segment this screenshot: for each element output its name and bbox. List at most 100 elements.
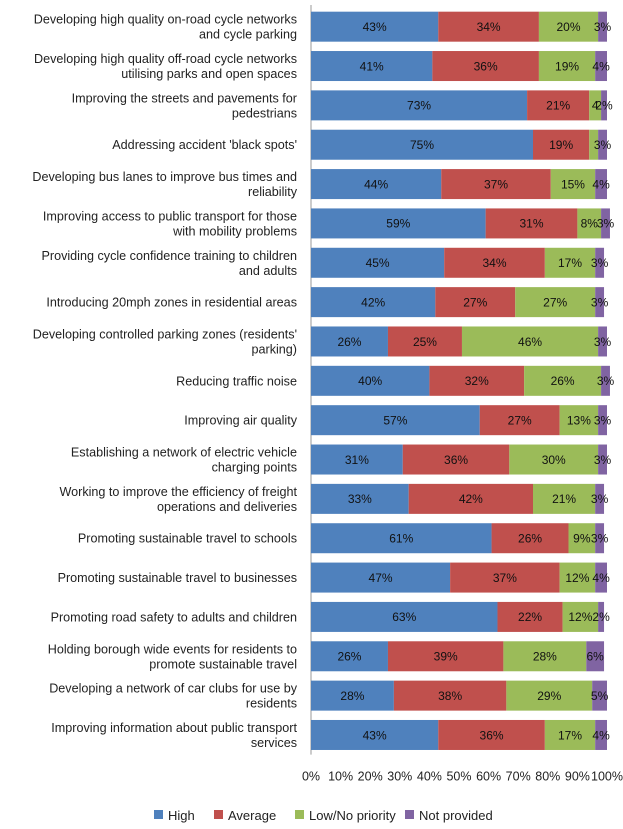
data-label: 59% [386, 217, 410, 231]
bar-segment [544, 247, 596, 278]
x-tick-label: 40% [417, 770, 442, 784]
data-label: 3% [594, 335, 612, 349]
bar-segment [485, 208, 578, 239]
data-label: 44% [364, 177, 388, 191]
data-label: 4% [592, 728, 610, 742]
data-label: 22% [518, 610, 542, 624]
bar-segment [311, 601, 498, 632]
data-label: 9% [573, 532, 591, 546]
bar-segment [311, 90, 528, 121]
bar-segment [595, 287, 605, 318]
data-label: 4 [592, 99, 599, 113]
x-tick-label: 100% [591, 770, 623, 784]
data-label: 31% [520, 217, 544, 231]
bar-segment [559, 405, 599, 436]
category-label: Promoting road safety to adults and chil… [51, 610, 297, 624]
bar-segment [311, 483, 409, 514]
x-tick-label: 50% [446, 770, 471, 784]
bar-segment [311, 169, 442, 200]
bar-segment [311, 523, 492, 554]
category-label: Improving air quality [184, 414, 297, 428]
x-tick-label: 70% [506, 770, 531, 784]
data-label: 28% [340, 689, 364, 703]
bar-segment [538, 11, 599, 42]
bar-segment [479, 405, 560, 436]
data-label: 3% [594, 453, 612, 467]
bar-segment [408, 483, 533, 514]
bar-segment [589, 129, 599, 160]
bar-segment [586, 641, 605, 672]
legend-swatch [405, 810, 414, 819]
bar-segment [598, 129, 607, 160]
data-label: 12% [565, 571, 589, 585]
category-label: Holding borough wide events for resident… [48, 642, 297, 671]
data-label: 27% [543, 295, 567, 309]
bar-segment [544, 719, 596, 750]
data-label: 4% [592, 571, 610, 585]
category-label: Promoting sustainable travel to schools [78, 532, 297, 546]
x-tick-label: 20% [358, 770, 383, 784]
data-label: 61% [389, 532, 413, 546]
bar-segment [538, 51, 596, 82]
bar-segments [311, 11, 610, 750]
bar-segment [598, 405, 607, 436]
bar-segment [524, 365, 602, 396]
bar-segment [562, 601, 599, 632]
bar-segment [595, 483, 605, 514]
bar-segment [432, 51, 539, 82]
legend-swatch [154, 810, 163, 819]
data-label: 26% [337, 335, 361, 349]
legend-label: High [168, 808, 195, 823]
bar-segment [509, 444, 599, 475]
data-label: 29% [537, 689, 561, 703]
bar-segment [568, 523, 596, 554]
data-label: 3% [594, 413, 612, 427]
data-label: 19% [549, 138, 573, 152]
bar-segment [461, 326, 599, 357]
category-label: Introducing 20mph zones in residential a… [46, 296, 297, 310]
category-label: Addressing accident 'black spots' [112, 138, 297, 152]
data-label: 38% [438, 689, 462, 703]
data-label: 5% [591, 689, 609, 703]
bar-segment [402, 444, 510, 475]
data-label: 36% [444, 453, 468, 467]
bar-segment [595, 247, 605, 278]
data-label: 26% [551, 374, 575, 388]
data-label: 73% [407, 99, 431, 113]
x-tick-label: 90% [565, 770, 590, 784]
data-label: 3% [591, 295, 609, 309]
legend-swatch [295, 810, 304, 819]
bar-segment [311, 247, 445, 278]
bar-segment [311, 680, 394, 711]
data-label: 13% [567, 413, 591, 427]
data-label: 2% [595, 99, 613, 113]
data-label: 4% [592, 177, 610, 191]
bar-segment [444, 247, 545, 278]
bar-segment [438, 11, 539, 42]
data-label: 3% [591, 492, 609, 506]
data-label: 28% [533, 650, 557, 664]
bar-segment [589, 90, 602, 121]
data-label: 26% [337, 650, 361, 664]
data-label: 36% [480, 728, 504, 742]
bar-segment [435, 287, 516, 318]
bar-segment [311, 287, 436, 318]
data-label: 41% [360, 59, 384, 73]
data-label: 8% [581, 217, 599, 231]
x-tick-label: 10% [328, 770, 353, 784]
category-label: Developing high quality off-road cycle n… [34, 52, 297, 81]
category-label: Working to improve the efficiency of fre… [59, 485, 297, 514]
category-label: Establishing a network of electric vehic… [71, 446, 297, 475]
data-label: 4% [592, 59, 610, 73]
data-label: 19% [555, 59, 579, 73]
category-label: Improving access to public transport for… [43, 209, 297, 238]
bar-segment [506, 680, 593, 711]
bar-segment [311, 641, 388, 672]
data-label: 63% [392, 610, 416, 624]
bar-segment [311, 51, 433, 82]
bar-segment [311, 326, 388, 357]
data-label: 3% [594, 20, 612, 34]
bar-segment [387, 326, 462, 357]
category-label: Developing controlled parking zones (res… [33, 327, 297, 356]
data-label: 36% [474, 59, 498, 73]
